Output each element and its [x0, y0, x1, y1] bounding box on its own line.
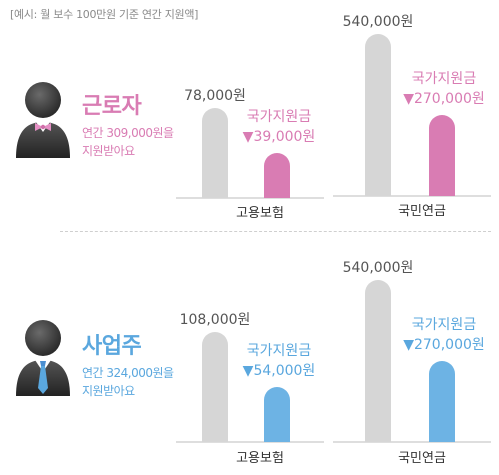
business-desc-line2: 지원받아요: [82, 384, 135, 398]
bar-label-total: 540,000원: [343, 260, 414, 276]
business-avatar-necktie-icon: [16, 320, 70, 396]
business-section: 사업주 연간 324,000원을 지원받아요: [0, 236, 499, 475]
bar-label-support: ▼39,000원: [243, 129, 316, 145]
support-series-name: 국가지원금: [247, 109, 312, 125]
note-caption: [예시: 월 보수 100만원 기준 연간 지원액]: [10, 8, 199, 21]
worker-section: 근로자 연간 309,000원을 지원받아요: [0, 0, 499, 235]
worker-avatar-bowtie-icon: [16, 82, 70, 158]
worker-desc-line1: 연간 309,000원을: [82, 126, 174, 140]
support-series-name: 국가지원금: [247, 343, 312, 359]
category-label: 국민연금: [398, 204, 446, 219]
bar-total-premium: [365, 280, 391, 442]
business-desc: 연간 324,000원을 지원받아요: [82, 364, 212, 400]
bar-government-support: [429, 115, 455, 196]
bar-label-support: ▼270,000원: [403, 337, 485, 353]
bar-label-total: 108,000원: [180, 312, 251, 328]
bar-total-premium: [202, 108, 228, 198]
business-role-title: 사업주: [82, 334, 142, 359]
bar-total-premium: [202, 332, 228, 442]
business-desc-line1: 연간 324,000원을: [82, 366, 174, 380]
category-label: 국민연금: [398, 451, 446, 466]
worker-desc: 연간 309,000원을 지원받아요: [82, 124, 212, 160]
section-divider: [60, 231, 491, 232]
bar-label-total: 540,000원: [343, 14, 414, 30]
bar-label-total: 78,000원: [184, 88, 246, 104]
support-series-name: 국가지원금: [412, 317, 477, 333]
bar-government-support: [429, 361, 455, 442]
bar-government-support: [264, 387, 290, 442]
worker-role-title: 근로자: [82, 94, 142, 119]
support-series-name: 국가지원금: [412, 71, 477, 87]
bar-government-support: [264, 153, 290, 198]
category-label: 고용보험: [236, 206, 284, 221]
bar-total-premium: [365, 34, 391, 196]
bar-label-support: ▼54,000원: [243, 363, 316, 379]
worker-desc-line2: 지원받아요: [82, 144, 135, 158]
bar-label-support: ▼270,000원: [403, 91, 485, 107]
category-label: 고용보험: [236, 451, 284, 466]
